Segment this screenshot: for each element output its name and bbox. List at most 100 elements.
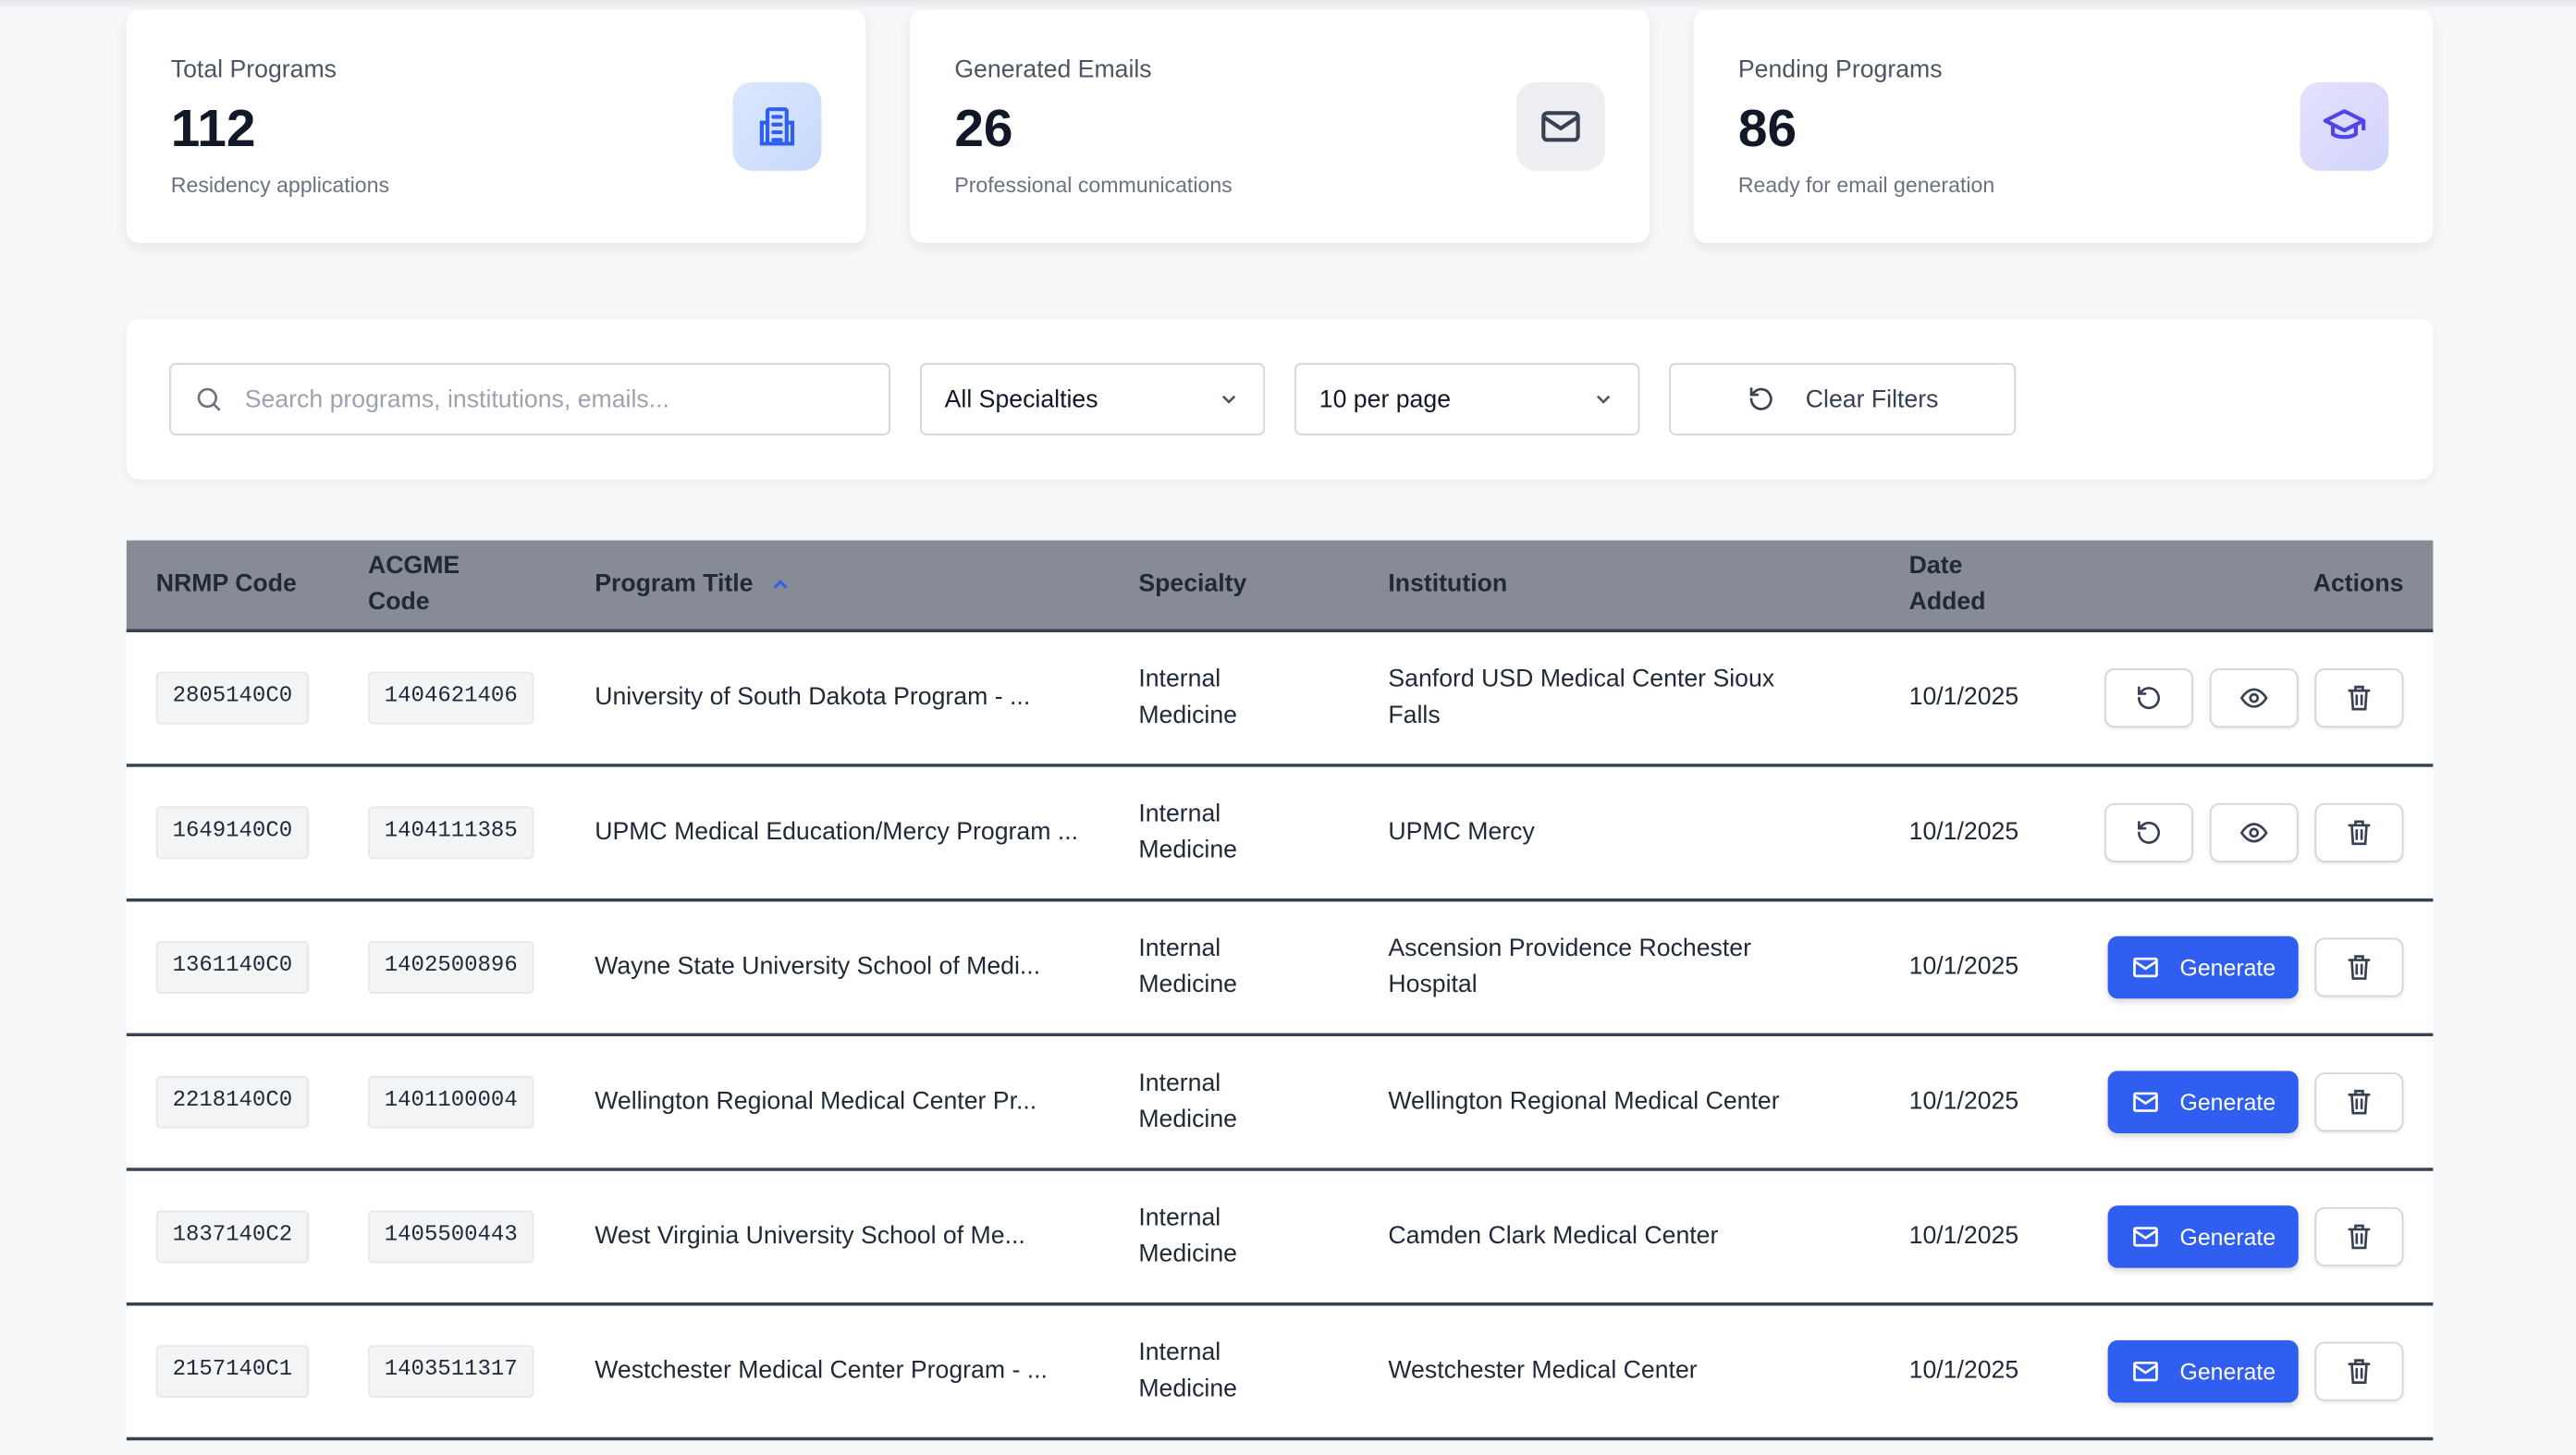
clear-filters-button[interactable]: Clear Filters	[1669, 362, 2017, 435]
eye-icon	[2239, 688, 2268, 708]
row-actions	[2104, 802, 2404, 862]
col-institution[interactable]: Institution	[1388, 541, 1507, 630]
stat-sub: Ready for email generation	[1737, 172, 1995, 198]
filters-panel: Search programs, institutions, emails...…	[126, 318, 2434, 480]
generate-label: Generate	[2179, 1089, 2276, 1116]
delete-button[interactable]	[2314, 802, 2404, 862]
regenerate-button[interactable]	[2104, 802, 2194, 862]
col-label: Code	[368, 588, 430, 617]
per-page-value: 10 per page	[1319, 385, 1452, 413]
table-row: 2218140C0 1401100004 Wellington Regional…	[126, 1036, 2434, 1171]
delete-button[interactable]	[2314, 1206, 2404, 1266]
program-title: Wellington Regional Medical Center Pr...	[595, 1087, 1037, 1116]
stat-card-total-programs: Total Programs 112 Residency application…	[126, 9, 866, 243]
institution: Westchester Medical Center	[1388, 1356, 1698, 1385]
generate-label: Generate	[2179, 954, 2276, 981]
mail-icon	[2132, 1227, 2158, 1247]
specialty: Internal Medicine	[1138, 1069, 1237, 1133]
program-title: Westchester Medical Center Program - ...	[595, 1356, 1048, 1385]
col-label: Institution	[1388, 569, 1508, 598]
top-shadow	[0, 0, 2576, 10]
trash-icon	[2348, 1224, 2371, 1250]
search-placeholder: Search programs, institutions, emails...	[244, 385, 669, 413]
delete-button[interactable]	[2314, 937, 2404, 997]
view-button[interactable]	[2209, 668, 2299, 728]
stat-card-pending-programs: Pending Programs 86 Ready for email gene…	[1693, 9, 2434, 243]
date-added: 10/1/2025	[1908, 1221, 2019, 1251]
delete-button[interactable]	[2314, 1072, 2404, 1132]
nrmp-code: 1649140C0	[155, 806, 309, 860]
table-body: 2805140C0 1404621406 University of South…	[126, 632, 2434, 1441]
generate-label: Generate	[2179, 1358, 2276, 1385]
acgme-code: 1402500896	[368, 941, 534, 994]
stat-value: 26	[954, 98, 1013, 158]
col-program-title[interactable]: Program Title	[595, 541, 792, 630]
col-date-added[interactable]: Date Added	[1909, 541, 1986, 630]
col-acgme[interactable]: ACGME Code	[368, 541, 460, 630]
table-row: 2805140C0 1404621406 University of South…	[126, 632, 2434, 767]
col-label: Added	[1908, 588, 1986, 617]
institution: Wellington Regional Medical Center	[1388, 1087, 1780, 1116]
table-row: 1361140C0 1402500896 Wayne State Univers…	[126, 901, 2434, 1037]
col-label: Date	[1908, 552, 1963, 581]
acgme-code: 1405500443	[368, 1210, 534, 1264]
stat-label: Generated Emails	[954, 55, 1152, 84]
institution: Sanford USD Medical Center Sioux Falls	[1388, 665, 1775, 729]
col-label: Actions	[2312, 569, 2404, 598]
nrmp-code: 1361140C0	[155, 941, 309, 994]
trash-icon	[2348, 955, 2371, 980]
specialty: Internal Medicine	[1138, 1339, 1237, 1403]
acgme-code: 1401100004	[368, 1075, 534, 1129]
generate-button[interactable]: Generate	[2107, 1205, 2299, 1268]
row-actions: Generate	[2107, 1070, 2404, 1133]
specialty: Internal Medicine	[1138, 665, 1237, 729]
acgme-code: 1404111385	[368, 806, 534, 860]
col-specialty[interactable]: Specialty	[1138, 541, 1246, 630]
sort-ascending-icon	[774, 580, 789, 589]
row-actions: Generate	[2107, 935, 2404, 999]
stat-sub: Professional communications	[954, 172, 1233, 198]
program-title: University of South Dakota Program - ...	[595, 683, 1031, 712]
eye-icon	[2239, 823, 2268, 843]
clear-filters-label: Clear Filters	[1805, 385, 1939, 413]
table-row: 2157140C1 1403511317 Westchester Medical…	[126, 1305, 2434, 1441]
generate-button[interactable]: Generate	[2107, 1070, 2299, 1133]
specialty: Internal Medicine	[1138, 1204, 1237, 1268]
stat-card-generated-emails: Generated Emails 26 Professional communi…	[910, 9, 1650, 243]
col-actions: Actions	[2313, 541, 2404, 630]
date-added: 10/1/2025	[1908, 1356, 2019, 1385]
regenerate-icon	[2138, 686, 2160, 710]
reset-icon	[1749, 387, 1773, 410]
delete-button[interactable]	[2314, 1341, 2404, 1401]
regenerate-icon	[2138, 821, 2160, 844]
acgme-code: 1403511317	[368, 1345, 534, 1399]
mail-icon	[2132, 1361, 2158, 1382]
specialty: Internal Medicine	[1138, 800, 1237, 864]
mail-icon	[2132, 957, 2158, 978]
specialty-select[interactable]: All Specialties	[920, 362, 1266, 435]
row-actions	[2104, 668, 2404, 728]
nrmp-code: 2157140C1	[155, 1345, 309, 1399]
generate-label: Generate	[2179, 1223, 2276, 1251]
trash-icon	[2348, 1089, 2371, 1115]
col-label: Program Title	[595, 569, 754, 598]
generate-button[interactable]: Generate	[2107, 935, 2299, 999]
delete-button[interactable]	[2314, 668, 2404, 728]
view-button[interactable]	[2209, 802, 2299, 862]
trash-icon	[2348, 820, 2371, 846]
trash-icon	[2348, 1359, 2371, 1384]
stat-label: Pending Programs	[1737, 55, 1943, 84]
institution: UPMC Mercy	[1388, 817, 1535, 847]
regenerate-button[interactable]	[2104, 668, 2194, 728]
graduation-cap-icon	[2300, 81, 2389, 171]
col-label: ACGME	[368, 552, 460, 581]
trash-icon	[2348, 685, 2371, 711]
row-actions: Generate	[2107, 1205, 2404, 1268]
generate-button[interactable]: Generate	[2107, 1339, 2299, 1403]
col-nrmp[interactable]: NRMP Code	[156, 541, 297, 630]
date-added: 10/1/2025	[1908, 952, 2019, 981]
per-page-select[interactable]: 10 per page	[1294, 362, 1640, 435]
chevron-down-icon	[1221, 395, 1236, 404]
search-input[interactable]: Search programs, institutions, emails...	[169, 362, 891, 435]
